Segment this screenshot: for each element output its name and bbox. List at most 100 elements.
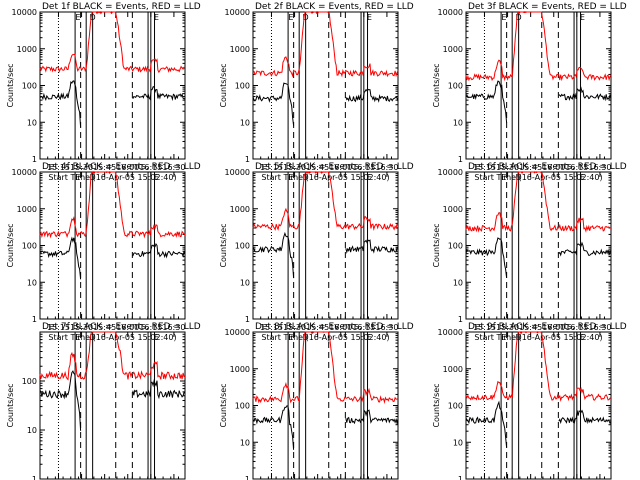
x-axis-label: Start Time (16-Apr-05 15:02:40) (261, 173, 389, 182)
series-events-black (465, 237, 612, 278)
panel-det-2: Det 2f BLACK = Events, RED = LLD 1 10 100 10… (219, 2, 414, 182)
y-tick-label: 10000 (225, 168, 250, 177)
panel-det-9: Det 9f BLACK = Events, RED = LLD 1 10 100 10… (432, 322, 627, 480)
segment-label: E (154, 173, 159, 182)
y-tick-label: 100 (22, 82, 37, 91)
y-tick-label: 1 (245, 315, 250, 324)
y-tick-label: 1000 (230, 205, 250, 214)
y-tick-label: 100 (235, 82, 250, 91)
x-tick-label: 16:15 (565, 163, 588, 172)
series-lld-red (465, 171, 612, 233)
y-tick-label: 100 (235, 242, 250, 251)
series-events-black (252, 231, 399, 279)
series-events-black (39, 80, 186, 128)
series-lld-red (39, 331, 186, 381)
plot-frame (39, 171, 186, 320)
y-tick-label: 10 (240, 438, 250, 447)
y-tick-label: 100 (22, 377, 37, 386)
segment-label: D (516, 13, 522, 22)
panel-title: Det 9f BLACK = Events, RED = LLD (468, 322, 627, 332)
x-tick-label: 16:00 (116, 323, 139, 332)
y-axis-label: Counts/sec (219, 63, 228, 107)
series-lld-red (252, 331, 399, 404)
segment-label: E (580, 13, 585, 22)
y-tick-label: 10 (453, 278, 463, 287)
series-events-black (466, 80, 612, 123)
y-tick-label: 1000 (17, 205, 37, 214)
x-tick-label: 16:15 (352, 163, 375, 172)
segment-label: E (501, 333, 506, 342)
series-events-black (252, 82, 399, 126)
x-tick-label: 15:45 (93, 323, 116, 332)
x-tick-label: 15:30 (70, 163, 93, 172)
panel-title: Det 4f BLACK = Events, RED = LLD (42, 162, 201, 172)
x-tick-label: 16:15 (139, 163, 162, 172)
x-tick-label: 16:30 (162, 163, 185, 172)
plot-frame (252, 171, 399, 320)
x-tick-label: 15:15 (260, 323, 283, 332)
x-tick-label: 16:15 (139, 323, 162, 332)
y-tick-label: 10 (27, 118, 37, 127)
y-axis-label: Counts/sec (432, 63, 441, 107)
panel-title: Det 3f BLACK = Events, RED = LLD (468, 2, 627, 12)
plot-frame (465, 171, 612, 320)
y-tick-label: 1 (32, 475, 37, 480)
series-events-black (39, 370, 186, 431)
x-tick-label: 16:15 (565, 323, 588, 332)
plot-frame (252, 11, 399, 160)
x-axis-label: Start Time (16-Apr-05 15:02:40) (261, 333, 389, 342)
x-tick-label: 15:15 (47, 163, 70, 172)
y-axis-label: Counts/sec (432, 223, 441, 267)
x-tick-label: 15:30 (283, 323, 306, 332)
segment-label: E (288, 13, 293, 22)
plot-frame (252, 331, 399, 480)
y-tick-label: 1 (245, 155, 250, 164)
series-lld-red (252, 11, 399, 78)
segment-label: E (288, 333, 293, 342)
y-tick-label: 10 (240, 118, 250, 127)
y-axis-label: Counts/sec (6, 383, 15, 427)
panel-title: Det 5f BLACK = Events, RED = LLD (255, 162, 414, 172)
x-tick-label: 15:45 (306, 163, 329, 172)
x-tick-label: 16:30 (588, 323, 611, 332)
x-tick-label: 15:45 (306, 323, 329, 332)
y-tick-label: 10000 (225, 8, 250, 17)
x-axis-label: Start Time (16-Apr-05 15:02:40) (474, 333, 602, 342)
segment-label: D (303, 173, 309, 182)
plot-frame (465, 11, 612, 160)
x-tick-label: 16:30 (375, 323, 398, 332)
y-tick-label: 1000 (443, 365, 463, 374)
segment-label: E (154, 333, 159, 342)
y-tick-label: 100 (448, 82, 463, 91)
segment-label: D (90, 13, 96, 22)
x-tick-label: 15:30 (496, 163, 519, 172)
panel-det-5: Det 5f BLACK = Events, RED = LLD 1 10 100 10… (219, 162, 414, 342)
series-events-black (39, 236, 186, 280)
panel-det-3: Det 3f BLACK = Events, RED = LLD 1 10 100 10… (432, 2, 627, 182)
x-tick-label: 16:00 (329, 163, 352, 172)
panel-title: Det 2f BLACK = Events, RED = LLD (255, 2, 414, 12)
panel-title: Det 1f BLACK = Events, RED = LLD (42, 2, 201, 12)
segment-label: D (303, 13, 309, 22)
panel-title: Det 6f BLACK = Events, RED = LLD (468, 162, 627, 172)
segment-label: E (580, 173, 585, 182)
y-tick-label: 1 (458, 475, 463, 480)
series-lld-red (465, 331, 612, 402)
y-axis-label: Counts/sec (6, 63, 15, 107)
series-lld-red (252, 171, 398, 231)
x-tick-label: 16:00 (329, 323, 352, 332)
y-tick-label: 1 (458, 155, 463, 164)
segment-label: E (154, 13, 159, 22)
segment-label: D (303, 333, 309, 342)
panel-det-1: Det 1f BLACK = Events, RED = LLD 1 10 100 10… (6, 2, 201, 182)
y-tick-label: 1 (32, 315, 37, 324)
panel-det-6: Det 6f BLACK = Events, RED = LLD 1 10 100 10… (432, 162, 627, 342)
segment-label: E (367, 333, 372, 342)
series-lld-red (39, 11, 186, 74)
plot-frame (39, 11, 186, 160)
segment-label: E (367, 173, 372, 182)
x-tick-label: 15:45 (519, 323, 542, 332)
y-tick-label: 10 (240, 278, 250, 287)
panel-det-4: Det 4f BLACK = Events, RED = LLD 1 10 100 10… (6, 162, 201, 342)
